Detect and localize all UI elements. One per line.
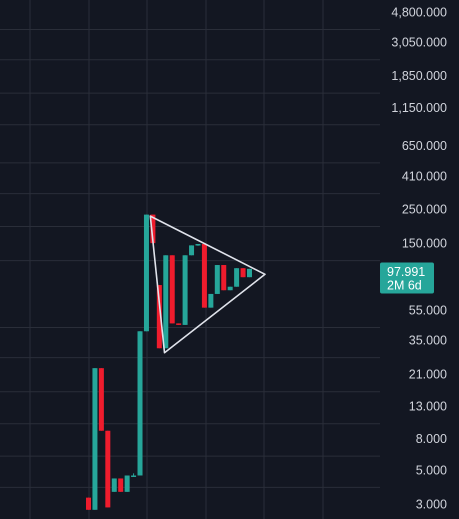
price-tick-label: 21.000: [409, 368, 447, 382]
last-price-badge: 97.991 2M 6d: [380, 262, 434, 294]
triangle-drawing[interactable]: [149, 215, 266, 354]
last-price-badge-bg: [380, 262, 434, 294]
candle-down: [240, 268, 246, 278]
candle-up: [195, 244, 201, 246]
price-tick-label: 410.000: [402, 170, 447, 184]
price-tick-label: 13.000: [409, 400, 447, 414]
price-tick-label: 3,050.000: [391, 36, 447, 50]
candle-up: [163, 255, 169, 349]
candle-down: [98, 368, 104, 431]
candle-up: [131, 475, 137, 477]
candle-down: [105, 430, 111, 508]
price-tick-label: 35.000: [409, 334, 447, 348]
triangle-pattern[interactable]: [149, 215, 266, 354]
price-tick-label: 5.000: [416, 463, 447, 477]
candle-up: [189, 245, 195, 256]
last-price-label: 97.991: [387, 265, 425, 279]
candles: [86, 214, 252, 510]
candle-up: [234, 268, 240, 287]
price-tick-label: 250.000: [402, 203, 447, 217]
candle-down: [201, 244, 207, 308]
candle-down: [156, 285, 162, 349]
price-tick-label: 55.000: [409, 304, 447, 318]
candle-up: [227, 286, 233, 291]
candle-up: [92, 368, 98, 510]
price-tick-label: 8.000: [416, 432, 447, 446]
candle-up: [247, 268, 252, 278]
candle-up: [208, 293, 214, 308]
candle-up: [182, 255, 188, 325]
price-tick-label: 1,150.000: [391, 101, 447, 115]
price-tick-label: 4,800.000: [391, 6, 447, 20]
price-tick-label: 650.000: [402, 139, 447, 153]
candle-up: [124, 475, 130, 492]
candle-up: [111, 478, 117, 492]
price-tick-label: 1,850.000: [391, 69, 447, 83]
candle-down: [221, 265, 227, 291]
candle-down: [86, 497, 91, 510]
price-tick-label: 3.000: [416, 498, 447, 512]
candle-down: [150, 214, 156, 244]
candle-up: [214, 265, 220, 294]
price-axis[interactable]: 4,800.000 3,050.000 1,850.000 1,150.000 650.…: [391, 6, 447, 512]
candle-up: [143, 214, 149, 332]
candle-up: [137, 331, 143, 476]
candle-down: [176, 323, 182, 325]
bar-countdown-label: 2M 6d: [387, 279, 422, 293]
candle-down: [169, 255, 175, 324]
price-tick-label: 150.000: [402, 237, 447, 251]
candle-down: [118, 478, 124, 492]
